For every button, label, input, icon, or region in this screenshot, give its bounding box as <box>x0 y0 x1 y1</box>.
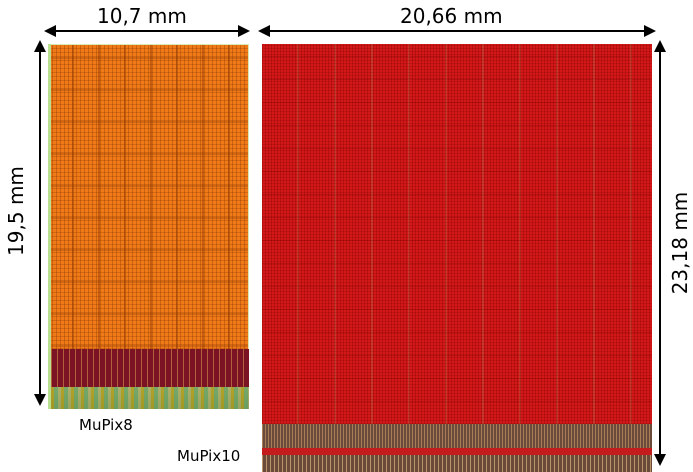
arrow-left-icon <box>258 25 270 37</box>
dimension-line <box>54 30 240 32</box>
mupix8-periphery <box>51 349 249 387</box>
arrow-down-icon <box>654 454 666 466</box>
mupix10-height-label: 23,18 mm <box>668 191 692 295</box>
arrow-right-icon <box>238 25 250 37</box>
mupix10-chip-image <box>262 44 652 424</box>
arrow-down-icon <box>34 394 46 406</box>
mupix10-periphery <box>262 424 652 448</box>
arrow-left-icon <box>44 25 56 37</box>
mupix8-height-label: 19,5 mm <box>4 166 28 256</box>
mupix8-chip-edge <box>48 44 51 409</box>
arrow-up-icon <box>34 40 46 52</box>
mupix10-pad-row <box>262 455 652 472</box>
arrow-up-icon <box>654 40 666 52</box>
dimension-line <box>659 50 661 456</box>
dimension-line <box>268 30 646 32</box>
arrow-right-icon <box>644 25 656 37</box>
mupix8-label: MuPix8 <box>79 416 133 434</box>
mupix8-width-label: 10,7 mm <box>97 4 187 28</box>
mupix10-label: MuPix10 <box>177 447 241 465</box>
mupix10-width-label: 20,66 mm <box>400 4 503 28</box>
dimension-line <box>39 50 41 396</box>
mupix8-pad-row <box>51 387 249 409</box>
mupix10-periphery-band <box>262 448 652 455</box>
mupix8-chip-image <box>48 44 249 409</box>
